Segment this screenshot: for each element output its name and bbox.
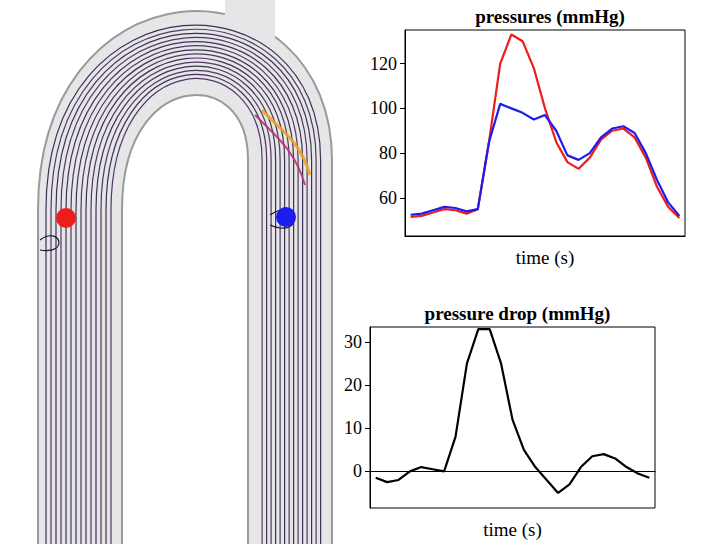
svg-text:30: 30 [344,332,362,352]
svg-text:80: 80 [379,143,397,163]
svg-text:60: 60 [379,188,397,208]
svg-text:pressure drop (mmHg): pressure drop (mmHg) [425,303,611,325]
svg-text:10: 10 [344,418,362,438]
svg-text:20: 20 [344,375,362,395]
svg-text:120: 120 [370,54,397,74]
svg-text:time (s): time (s) [516,247,575,269]
svg-text:pressures (mmHg): pressures (mmHg) [475,6,625,28]
svg-text:100: 100 [370,98,397,118]
svg-text:time (s): time (s) [483,519,542,541]
svg-text:0: 0 [353,461,362,481]
